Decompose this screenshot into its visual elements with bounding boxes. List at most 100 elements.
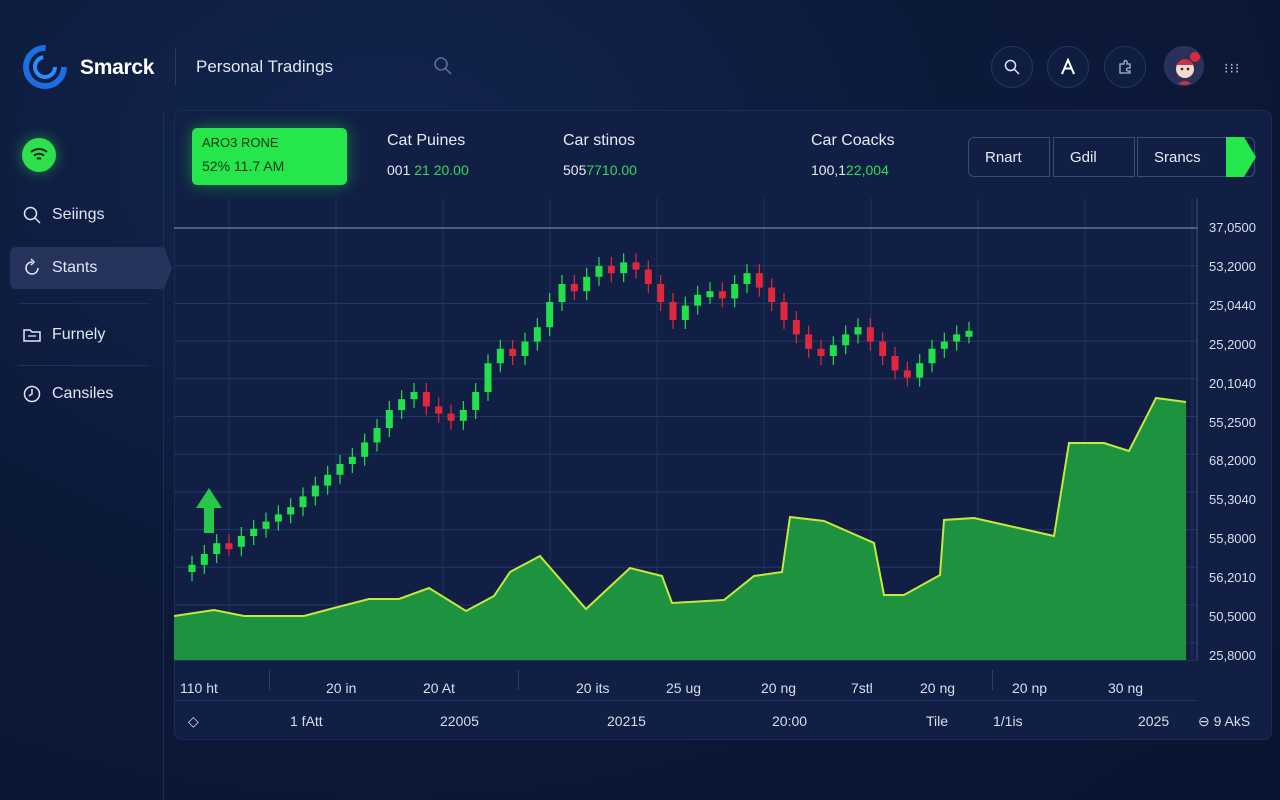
y-tick-label: 25,8000 xyxy=(1209,647,1256,663)
x-tick-label: 20 ng xyxy=(761,680,797,696)
sidebar-item-stants[interactable]: Stants xyxy=(10,247,172,289)
price-chart[interactable] xyxy=(174,198,1198,660)
candle xyxy=(385,410,393,428)
candle xyxy=(620,262,628,274)
x-tick-label: 30 ng xyxy=(1108,680,1144,696)
sidebar-item-cansiles[interactable]: Cansiles xyxy=(10,373,166,415)
footer-diamond-icon[interactable]: ◇ xyxy=(188,713,199,729)
clock-icon xyxy=(23,385,41,403)
highlight-value: 52% 11.7 AM xyxy=(202,158,285,174)
candle xyxy=(632,262,640,270)
candle xyxy=(607,266,615,274)
candle xyxy=(410,392,418,400)
area-series-line xyxy=(174,396,1187,617)
axis-divider xyxy=(269,670,270,690)
candle xyxy=(965,330,973,337)
y-tick-label: 20,1040 xyxy=(1209,375,1256,391)
footer-label: 20:00 xyxy=(772,713,808,729)
candle xyxy=(509,348,517,356)
brand-logo-icon[interactable] xyxy=(22,44,68,90)
y-tick-label: 37,0500 xyxy=(1209,220,1256,235)
candle xyxy=(940,341,948,349)
candle xyxy=(743,273,751,284)
font-button[interactable] xyxy=(1047,46,1089,88)
search-button[interactable] xyxy=(991,46,1033,88)
sidebar-divider xyxy=(18,365,150,366)
search-icon xyxy=(23,206,41,224)
footer-divider xyxy=(174,700,1198,701)
candle xyxy=(558,284,566,302)
candle xyxy=(731,284,739,299)
plugin-button[interactable] xyxy=(1104,46,1146,88)
axis-divider xyxy=(992,670,993,690)
tab-gdil[interactable]: Gdil xyxy=(1053,137,1135,177)
candle xyxy=(879,341,887,356)
y-tick-label: 25,2000 xyxy=(1209,336,1256,352)
avatar[interactable] xyxy=(1164,46,1204,86)
search-icon[interactable] xyxy=(432,55,454,77)
tab-rnart[interactable]: Rnart xyxy=(968,137,1050,177)
puzzle-icon xyxy=(1119,59,1131,74)
highlight-title: ARO3 RONE xyxy=(202,135,279,150)
stat-value-green: 7710.00 xyxy=(586,162,637,178)
x-tick-label: 20 in xyxy=(326,680,357,696)
candle xyxy=(484,363,492,392)
candle xyxy=(188,564,196,572)
candle xyxy=(792,320,800,335)
candle xyxy=(903,370,911,378)
y-tick-label: 55,2500 xyxy=(1209,414,1256,430)
candle xyxy=(805,334,813,349)
x-tick-label: 20 np xyxy=(1012,680,1048,696)
x-tick-label: 7stl xyxy=(851,680,873,696)
candle xyxy=(336,464,344,475)
footer-label[interactable]: ⊖ 9 AkS xyxy=(1198,713,1251,729)
stat-value: 001 xyxy=(387,162,411,178)
candle xyxy=(521,341,529,356)
candle xyxy=(348,456,356,464)
candle xyxy=(200,554,208,565)
candle xyxy=(373,428,381,443)
candle xyxy=(274,514,282,522)
stat-label: Car stinos xyxy=(563,132,636,149)
stat-label: Car Coacks xyxy=(811,132,895,149)
footer-label: Tile xyxy=(926,713,949,729)
candle xyxy=(953,334,961,342)
x-tick-label: 20 At xyxy=(423,680,455,696)
candle xyxy=(237,536,245,547)
stat-value-green: 22,004 xyxy=(846,162,889,178)
candle xyxy=(287,507,295,515)
candle xyxy=(891,356,899,371)
top-bar: Smarck Personal Tradings ⁝⁝⁝ xyxy=(0,0,1280,110)
x-axis xyxy=(174,660,1198,700)
wifi-status-icon[interactable] xyxy=(22,138,56,172)
highlight-tile[interactable]: ARO3 RONE 52% 11.7 AM xyxy=(192,128,347,185)
stat-label: Cat Puines xyxy=(387,132,466,149)
sidebar-item-furnely[interactable]: Furnely xyxy=(10,314,166,356)
candle xyxy=(225,543,233,550)
area-series xyxy=(174,398,1186,660)
candle xyxy=(262,521,270,529)
candle xyxy=(780,302,788,320)
up-arrow-icon xyxy=(196,488,222,533)
y-tick-label: 53,2000 xyxy=(1209,258,1256,274)
candle xyxy=(447,413,455,421)
candle xyxy=(657,284,665,302)
sidebar-item-settings[interactable]: Seiings xyxy=(10,194,166,236)
sidebar-item-label: Cansiles xyxy=(52,385,114,402)
footer-label: 1/1is xyxy=(993,713,1023,729)
candle xyxy=(459,410,467,421)
candle xyxy=(546,302,554,328)
more-menu-icon[interactable]: ⁝⁝⁝ xyxy=(1224,60,1241,76)
candle xyxy=(324,474,332,486)
candle xyxy=(250,528,258,536)
candle xyxy=(866,327,874,342)
candle xyxy=(533,327,541,342)
x-tick-label: 20 ng xyxy=(920,680,956,696)
candle xyxy=(928,348,936,364)
candle xyxy=(435,406,443,414)
refresh-icon xyxy=(25,258,39,275)
stat-card: Car Coacks 100,122,004 xyxy=(811,132,895,178)
chevron-right-icon[interactable] xyxy=(1226,137,1256,177)
letter-a-icon xyxy=(1061,58,1075,75)
x-tick-label: 20 its xyxy=(576,680,610,696)
